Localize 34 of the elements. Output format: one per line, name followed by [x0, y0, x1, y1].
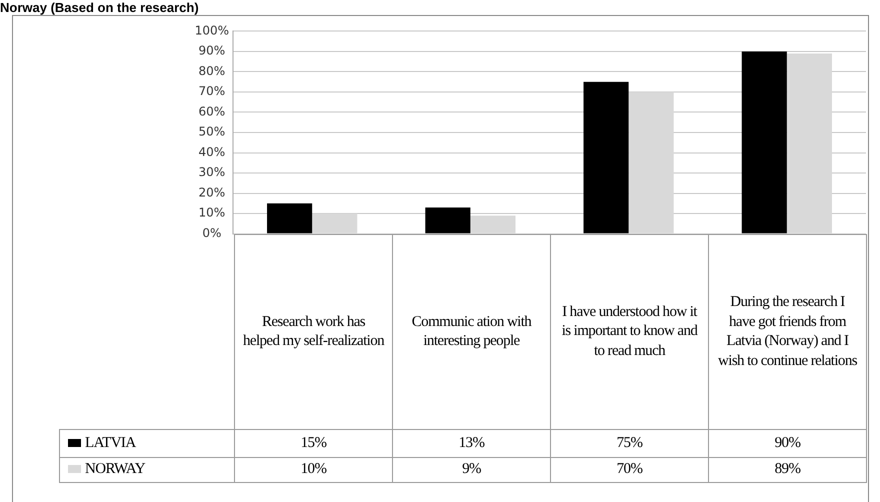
data-label: 75%	[550, 430, 708, 458]
x-tick-label: Communic ation with interesting people	[412, 314, 532, 349]
bar	[628, 92, 674, 234]
text: Norway (Based on the research)	[0, 0, 199, 15]
y-tick-label: 40%	[198, 144, 226, 159]
data-label: 70%	[550, 458, 708, 482]
data-label: 10%	[234, 458, 392, 482]
bar	[742, 51, 787, 234]
data-label: 9%	[392, 458, 550, 482]
bar	[786, 53, 832, 234]
data-label: 15%	[234, 430, 392, 458]
bar	[584, 82, 629, 234]
y-tick-label: 10%	[198, 206, 226, 220]
y-tick-label: 50%	[198, 124, 226, 139]
bar	[267, 203, 312, 234]
x-tick-label: I have understood how it is important to know and to read much	[562, 304, 698, 359]
data-label: 89%	[708, 458, 866, 482]
y-tick-label: 60%	[198, 104, 226, 118]
data-label: 90%	[708, 430, 866, 458]
x-tick-label: Research work has helped my self-realization	[243, 314, 384, 349]
y-tick-label: 0%	[202, 226, 222, 240]
bar	[470, 216, 516, 234]
x-tick-label: During the research I have got friends from Latvia (Norway) and I wish to continue relations	[718, 294, 857, 368]
y-tick-label: 100%	[194, 23, 230, 38]
y-tick-label: 70%	[198, 84, 226, 98]
legend-label: LATVIA	[60, 430, 234, 458]
y-tick-label: 80%	[198, 64, 226, 78]
bar	[312, 214, 358, 234]
y-tick-label: 30%	[198, 165, 226, 180]
bar	[425, 207, 470, 234]
y-tick-label: 90%	[198, 44, 226, 58]
y-tick-label: 20%	[198, 185, 226, 200]
legend-label: NORWAY	[60, 458, 234, 482]
data-label: 13%	[392, 430, 550, 458]
